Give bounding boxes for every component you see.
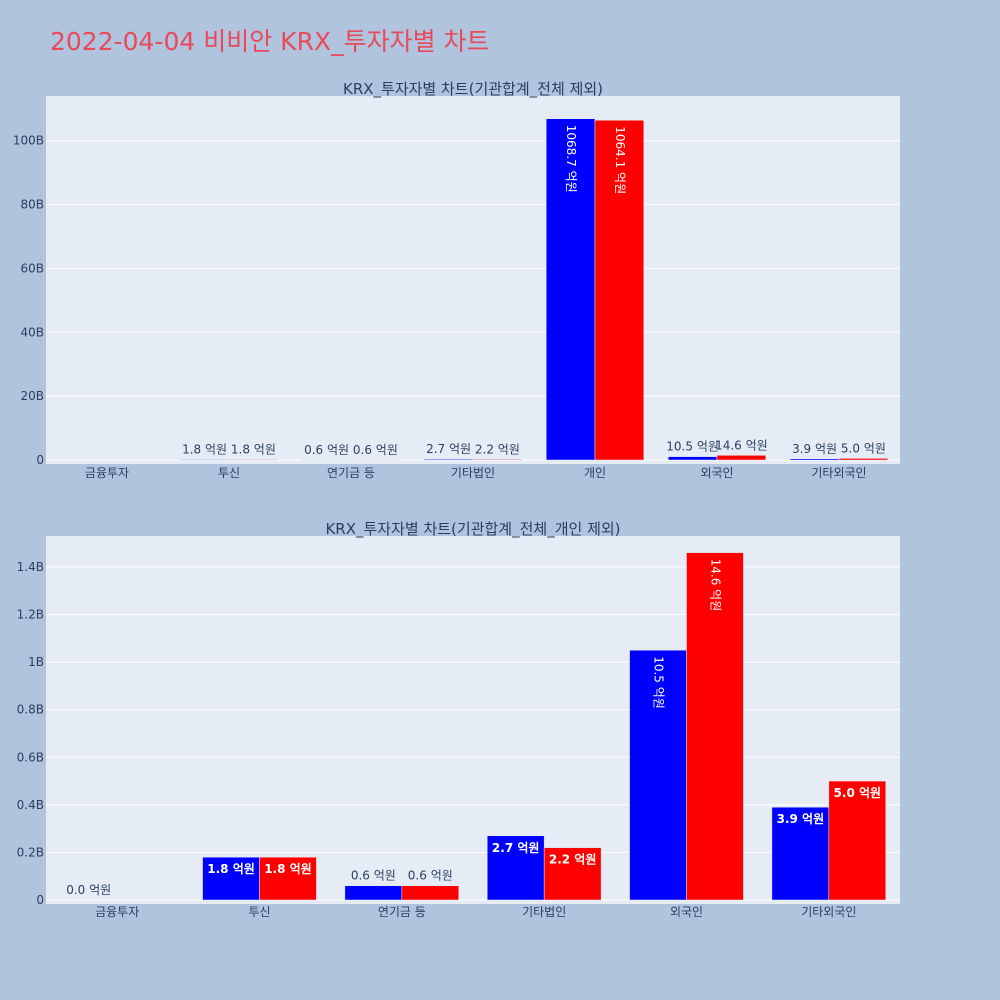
y-tick-label: 0.4B	[17, 798, 44, 812]
data-label: 2.7 억원	[426, 442, 471, 456]
x-tick-label: 기타외국인	[801, 905, 856, 919]
x-tick-label: 외국인	[700, 466, 733, 480]
bar	[344, 885, 403, 901]
data-label: 1068.7 억원	[564, 125, 578, 193]
data-label: 1.8 억원	[231, 442, 276, 456]
y-tick-label: 1.2B	[17, 608, 44, 622]
chart-2: 0 0.2B 0.4B 0.6B 0.8B 1B 1.2B 1.4B KRX_투자자별 차트(기…	[17, 520, 900, 919]
data-label: 10.5 억원	[652, 656, 666, 709]
data-label: 1.8 억원	[264, 862, 312, 876]
bar	[259, 856, 317, 901]
x-tick-label: 기타법인	[451, 466, 495, 480]
data-label: 3.9 억원	[792, 442, 837, 456]
x-tick-label: 기타법인	[522, 905, 566, 919]
bar	[716, 455, 767, 461]
x-tick-label: 연기금 등	[378, 905, 426, 919]
x-tick-label: 금융투자	[85, 466, 129, 480]
data-label: 14.6 억원	[715, 438, 768, 452]
x-tick-label: 금융투자	[95, 905, 139, 919]
x-tick-label: 연기금 등	[327, 466, 375, 480]
bar	[629, 649, 687, 901]
x-tick-label: 투신	[248, 905, 270, 919]
chart-title: KRX_투자자별 차트(기관합계_전체_개인 제외)	[325, 520, 620, 539]
data-label: 0.6 억원	[304, 443, 349, 457]
bar	[472, 459, 523, 461]
data-label: 3.9 억원	[777, 812, 825, 826]
data-label: 0.6 억원	[353, 443, 398, 457]
bar	[667, 456, 718, 461]
bar	[771, 806, 830, 901]
x-tick-label: 외국인	[670, 905, 703, 919]
bar	[179, 459, 230, 461]
bar	[202, 856, 260, 901]
bar	[401, 885, 460, 901]
y-tick-label: 0.6B	[17, 750, 44, 764]
bar	[423, 458, 474, 461]
y-tick-label: 60B	[20, 261, 44, 275]
y-tick-label: 100B	[13, 134, 44, 148]
bar	[789, 458, 840, 461]
data-label: 5.0 억원	[841, 441, 886, 455]
data-label: 0.6 억원	[408, 869, 453, 883]
data-label: 2.2 억원	[549, 853, 597, 867]
y-tick-label: 40B	[20, 325, 44, 339]
y-tick-label: 0	[36, 893, 44, 907]
bar	[838, 458, 889, 461]
y-tick-label: 0.8B	[17, 703, 44, 717]
bar	[686, 552, 744, 901]
x-tick-label: 투신	[218, 466, 240, 480]
data-label: 5.0 억원	[834, 786, 882, 800]
bar	[486, 835, 545, 901]
bar	[594, 119, 645, 461]
y-tick-label: 80B	[20, 198, 44, 212]
plot-area	[46, 536, 900, 904]
x-tick-label: 개인	[584, 466, 606, 480]
chart-1: 0 20B 40B 60B 80B 100B KRX_투자자별 차트(기관합계_전체 제외)…	[13, 80, 900, 480]
plot-area	[46, 96, 900, 464]
data-label: 2.2 억원	[475, 442, 520, 456]
y-tick-label: 0.2B	[17, 845, 44, 859]
x-tick-label: 기타외국인	[811, 466, 866, 480]
data-label: 1064.1 억원	[613, 126, 627, 194]
data-label: 0.6 억원	[351, 869, 396, 883]
data-label: 2.7 억원	[492, 841, 540, 855]
data-label: 1.8 억원	[182, 442, 227, 456]
y-tick-label: 1.4B	[17, 560, 44, 574]
data-label: 0.0 억원	[66, 883, 111, 897]
bar	[543, 847, 602, 901]
y-tick-label: 0	[36, 453, 44, 467]
page-title: 2022-04-04 비비안 KRX_투자자별 차트	[50, 27, 490, 56]
data-label: 10.5 억원	[666, 440, 719, 454]
y-tick-label: 20B	[20, 389, 44, 403]
bar	[228, 459, 279, 461]
data-label: 1.8 억원	[207, 862, 255, 876]
y-tick-label: 1B	[28, 655, 44, 669]
chart-title: KRX_투자자별 차트(기관합계_전체 제외)	[343, 80, 603, 99]
bar	[828, 780, 887, 901]
data-label: 14.6 억원	[708, 559, 722, 612]
